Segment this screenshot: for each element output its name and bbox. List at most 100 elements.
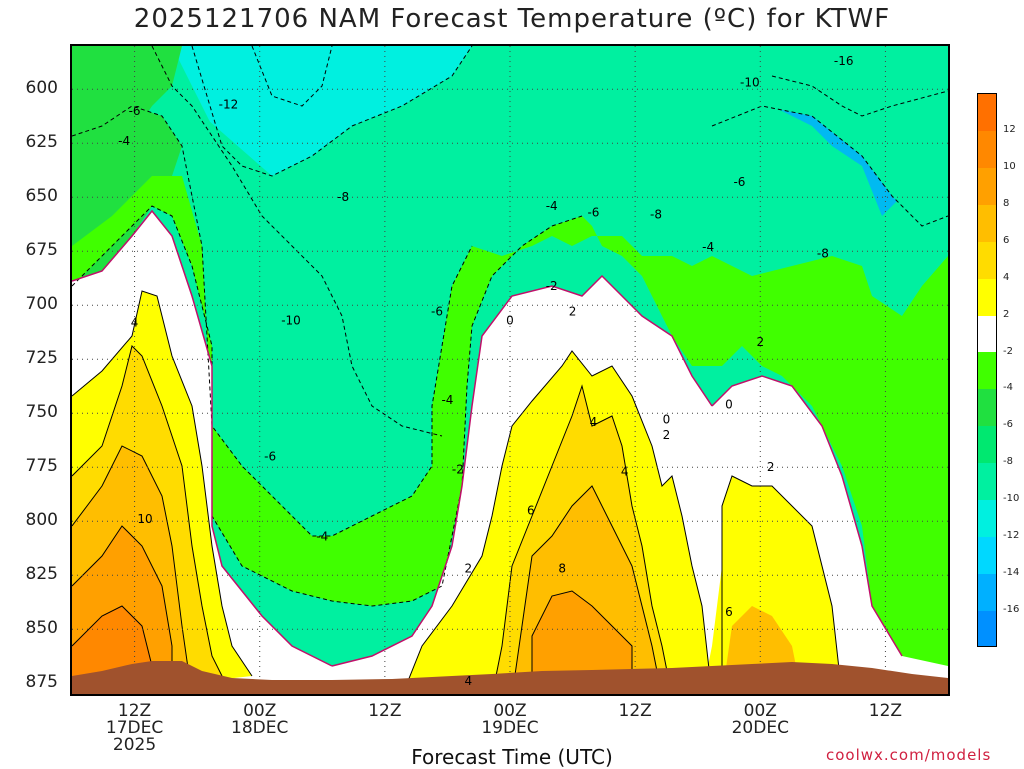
- contour-labels: -16 -12 -10 -8 -8 -8 -6 -6 -6 -6 -6 -4 -4 -4 -4 -4 -2 -2 -…: [118, 54, 853, 688]
- contour-minus8: [151, 46, 443, 437]
- contour-8-left: [72, 525, 173, 694]
- colorbar-segment: [978, 241, 996, 279]
- contour-label: -6: [431, 305, 443, 319]
- plot-area: -16 -12 -10 -8 -8 -8 -6 -6 -6 -6 -6 -4 -4 -4 -4 -4 -2 -2 -…: [70, 44, 950, 696]
- contour-label: 4: [621, 465, 629, 479]
- temperature-contour-plot: -16 -12 -10 -8 -8 -8 -6 -6 -6 -6 -6 -4 -4 -4 -4 -4 -2 -2 -…: [72, 46, 948, 694]
- contour-label: 2: [756, 335, 764, 349]
- contour-label: 0: [663, 413, 671, 427]
- colorbar-segment: [978, 463, 996, 501]
- y-tick-label: 725: [25, 348, 58, 369]
- colorbar-label: 8: [1003, 197, 1010, 209]
- colorbar-label: -12: [1003, 530, 1020, 542]
- contour-label: -2: [452, 462, 464, 476]
- contour-label: 2: [767, 460, 775, 474]
- contour-label: 10: [137, 512, 152, 526]
- contour-minus10: [191, 46, 473, 177]
- y-tick-label: 600: [25, 78, 58, 99]
- contour-label: -8: [817, 246, 829, 260]
- colorbar-segment: [978, 500, 996, 538]
- colorbar-label: 10: [1003, 160, 1016, 172]
- color-fill-layers: [72, 46, 948, 694]
- colorbar-label: -2: [1003, 345, 1013, 357]
- colorbar-label: -8: [1003, 456, 1013, 468]
- colorbar-segment: [978, 278, 996, 316]
- credit-link[interactable]: coolwx.com/models: [826, 746, 992, 764]
- contour-2-right: [721, 475, 843, 694]
- y-tick-label: 875: [25, 672, 58, 693]
- contour-label: 2: [464, 562, 472, 576]
- contour-minus6: [72, 105, 473, 537]
- contour-0-right: [711, 375, 903, 657]
- contour-2-left: [72, 290, 253, 677]
- colorbar-label: 6: [1003, 234, 1010, 246]
- contour-label: 2: [569, 305, 577, 319]
- colorbar-label: 2: [1003, 308, 1010, 320]
- terrain-ground: [72, 661, 948, 694]
- contour-label: 2: [663, 428, 671, 442]
- contour-label: -4: [316, 529, 328, 543]
- colorbar: [977, 93, 997, 647]
- colorbar-segment: [978, 167, 996, 205]
- contour-8-mid: [531, 590, 633, 686]
- contour-label: 6: [725, 605, 733, 619]
- contour-label: -4: [118, 134, 130, 148]
- colorbar-segment: [978, 352, 996, 390]
- contour-label: -6: [733, 175, 745, 189]
- y-tick-label: 700: [25, 294, 58, 315]
- contour-label: -2: [546, 279, 558, 293]
- y-tick-label: 625: [25, 132, 58, 153]
- y-tick-label: 800: [25, 510, 58, 531]
- contour-label: 6: [527, 503, 535, 517]
- y-tick-label: 825: [25, 564, 58, 585]
- contour-label: 4: [131, 315, 139, 329]
- contour-label: 0: [725, 398, 733, 412]
- colorbar-segment: [978, 130, 996, 168]
- contour-4-mid: [491, 384, 673, 694]
- colorbar-label: -4: [1003, 382, 1013, 394]
- contour-label: -8: [337, 190, 349, 204]
- contour-label: -6: [129, 104, 141, 118]
- colorbar-segment: [978, 426, 996, 464]
- colorbar-label: -6: [1003, 419, 1013, 431]
- band-minus10: [192, 46, 948, 436]
- contour-label: -12: [219, 97, 239, 111]
- colorbar-segment: [978, 315, 996, 353]
- contour-minus10-right: [711, 105, 948, 227]
- chart-title: 2025121706 NAM Forecast Temperature (ºC)…: [133, 4, 891, 34]
- contour-label: 0: [506, 313, 514, 327]
- x-tick-label: 00Z 18DEC: [231, 701, 289, 738]
- x-tick-label: 12Z: [868, 701, 903, 721]
- colorbar-label: 4: [1003, 271, 1010, 283]
- colorbar-label: -16: [1003, 604, 1020, 616]
- x-tick-label: 12Z: [618, 701, 652, 721]
- contour-lines: [72, 46, 948, 694]
- y-tick-label: 850: [25, 618, 58, 639]
- contour-label: -10: [281, 313, 301, 327]
- contour-2-mid: [402, 350, 713, 694]
- contour-minus4: [72, 205, 583, 607]
- contour-label: -10: [740, 76, 760, 90]
- y-tick-label: 650: [25, 186, 58, 207]
- y-tick-label: 675: [25, 240, 58, 261]
- band-minus4: [72, 176, 948, 676]
- contour-6-left: [72, 445, 193, 694]
- contour-6-mid: [511, 485, 663, 694]
- x-tick-label: 00Z 20DEC: [731, 701, 789, 738]
- band-8-mid: [532, 591, 632, 686]
- contour-label: -4: [441, 393, 453, 407]
- contour-label: -4: [546, 199, 558, 213]
- colorbar-segment: [978, 610, 996, 646]
- x-tick-label: 00Z 19DEC: [481, 701, 539, 738]
- contour-label: 8: [558, 562, 566, 576]
- contour-label: 4: [590, 415, 598, 429]
- contour-label: -4: [702, 240, 714, 254]
- contour-4-left: [72, 345, 232, 694]
- contour-minus14: [771, 75, 948, 117]
- colorbar-segment: [978, 204, 996, 242]
- x-tick-label: 12Z 17DEC 2025: [105, 701, 164, 755]
- contour-label: -6: [587, 205, 599, 219]
- contour-label: -16: [834, 54, 854, 68]
- colorbar-segment: [978, 94, 996, 131]
- contour-label: -8: [650, 207, 662, 221]
